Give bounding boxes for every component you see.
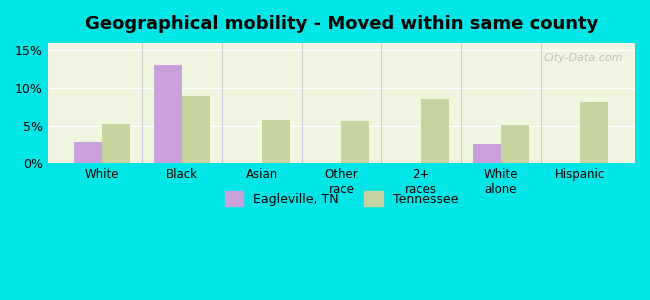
Bar	[154, 65, 182, 163]
Bar	[500, 125, 528, 163]
Bar	[182, 96, 210, 163]
Bar	[75, 142, 102, 163]
Bar	[421, 99, 449, 163]
Title: Geographical mobility - Moved within same county: Geographical mobility - Moved within sam…	[84, 15, 598, 33]
Bar	[341, 121, 369, 163]
Text: City-Data.com: City-Data.com	[544, 52, 623, 62]
Bar	[102, 124, 130, 163]
Bar	[473, 145, 501, 163]
Bar	[580, 102, 608, 163]
Legend: Eagleville, TN, Tennessee: Eagleville, TN, Tennessee	[220, 186, 463, 211]
Bar	[262, 120, 289, 163]
